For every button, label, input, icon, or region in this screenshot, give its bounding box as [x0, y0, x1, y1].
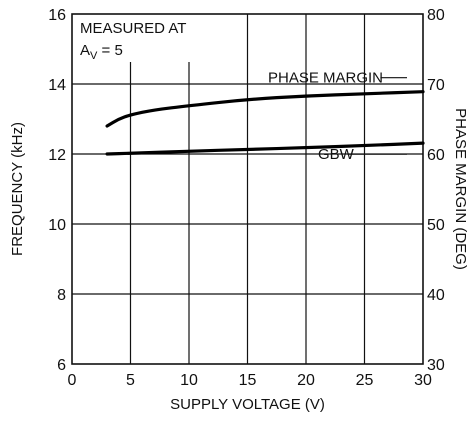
- y-tick-label-right: 60: [427, 147, 445, 164]
- y-tick-label-right: 40: [427, 287, 445, 304]
- x-tick-label: 25: [356, 372, 374, 389]
- plot-frame: [71, 13, 424, 365]
- series-label-0: PHASE MARGIN: [268, 70, 383, 87]
- grid: [72, 14, 423, 364]
- x-tick-label: 30: [414, 372, 432, 389]
- annotation-line2: AV = 5: [80, 42, 123, 62]
- y-axis-title-right: PHASE MARGIN (DEG): [452, 108, 469, 270]
- x-tick-label: 5: [126, 372, 135, 389]
- annotation-a: A: [80, 42, 90, 59]
- annotation-subscript: V: [90, 50, 98, 62]
- series-layer: PHASE MARGIN GBW: [105, 70, 425, 163]
- y-tick-label-left: 14: [48, 77, 66, 94]
- series-line-0: [105, 90, 425, 128]
- y-tick-label-right: 70: [427, 77, 445, 94]
- x-tick-label: 0: [68, 372, 77, 389]
- y-tick-label-left: 16: [48, 7, 66, 24]
- annotation-line1: MEASURED AT: [80, 20, 186, 37]
- y-axis-title-left: FREQUENCY (kHz): [9, 122, 26, 256]
- y-tick-label-left: 10: [48, 217, 66, 234]
- y-tick-label-right: 30: [427, 357, 445, 374]
- series-label-1: GBW: [318, 146, 355, 163]
- x-tick-label: 20: [297, 372, 315, 389]
- y-tick-label-left: 6: [57, 357, 66, 374]
- y-tick-label-right: 80: [427, 7, 445, 24]
- tick-labels: 0 5 10 15 20 25 30 6 8 10 12 14 16 30 40 50 60 70 80: [48, 7, 445, 389]
- y-tick-label-right: 50: [427, 217, 445, 234]
- x-tick-label: 15: [239, 372, 257, 389]
- x-tick-label: 10: [180, 372, 198, 389]
- y-tick-label-left: 8: [57, 287, 66, 304]
- annotation-tail: = 5: [97, 42, 122, 59]
- series-line-1: [105, 141, 425, 156]
- x-axis-title: SUPPLY VOLTAGE (V): [170, 396, 325, 413]
- y-tick-label-left: 12: [48, 147, 66, 164]
